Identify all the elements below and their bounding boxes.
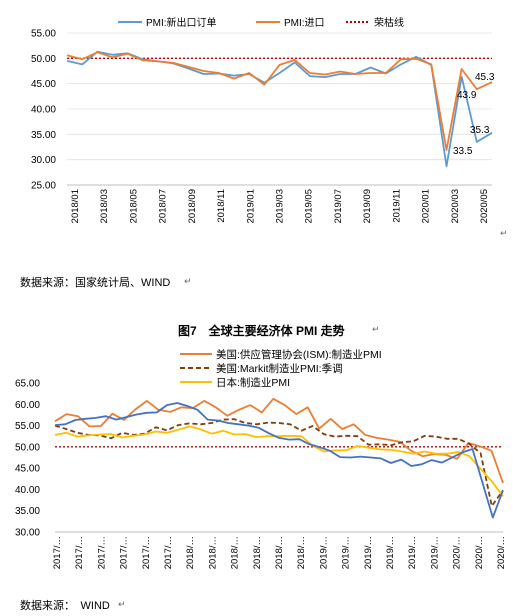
y-tick-label: 40.00 [31, 105, 56, 116]
x-tick-label: 2018/01 [70, 189, 81, 223]
x-tick-label: 2019/… [363, 536, 374, 569]
x-tick-label: 2019/09 [362, 189, 373, 223]
x-tick-label: 2018/… [185, 536, 196, 569]
x-tick-label: 2018/03 [99, 189, 110, 223]
series-line-1 [66, 51, 493, 151]
legend-label-export-orders: PMI:新出口订单 [146, 16, 217, 29]
x-tick-label: 2020/… [496, 536, 507, 569]
x-tick-label: 2020/05 [479, 189, 490, 223]
chart2-title-return-mark: ↵ [372, 324, 380, 334]
x-tick-label: 2019/… [407, 536, 418, 569]
y-tick-label: 30.00 [15, 528, 40, 539]
chart-2: 美国:供应管理协会(ISM):制造业PMI 美国:Markit制造业PMI:季调… [15, 348, 507, 569]
x-tick-label: 2020/… [474, 536, 485, 569]
chart2-source-return-mark: ↵ [118, 599, 126, 609]
x-tick-label: 2019/… [429, 536, 440, 569]
legend-label-ism: 美国:供应管理协会(ISM):制造业PMI [216, 348, 382, 361]
chart2-legend: 美国:供应管理协会(ISM):制造业PMI 美国:Markit制造业PMI:季调… [180, 348, 382, 389]
y-tick-label: 60.00 [15, 400, 40, 411]
legend-label-imports: PMI:进口 [284, 17, 325, 29]
x-tick-label: 2020/03 [450, 189, 461, 223]
x-tick-label: 2018/… [296, 536, 307, 569]
x-tick-label: 2020/… [452, 536, 463, 569]
y-tick-label: 35.00 [31, 130, 56, 141]
x-tick-label: 2017/… [52, 536, 63, 569]
x-tick-label: 2017/… [141, 536, 152, 569]
y-tick-label: 50.00 [31, 54, 56, 65]
x-tick-label: 2019/… [341, 536, 352, 569]
chart1-series [66, 50, 493, 168]
chart2-title: 图7 全球主要经济体 PMI 走势 [178, 324, 345, 338]
chart-1: PMI:新出口订单 PMI:进口 荣枯线 55.00 50.00 45.00 40.0… [31, 16, 508, 238]
series-line-2 [54, 425, 504, 497]
x-tick-label: 2018/09 [187, 189, 198, 223]
series-line-3 [54, 402, 504, 519]
chart2-x-axis: 2017/… 2017/… 2017/… 2017/… 2017/… 2017/… 2018… [52, 531, 507, 569]
legend-label-japan: 日本:制造业PMI [216, 376, 290, 389]
y-tick-label: 40.00 [15, 485, 40, 496]
annotation-export-may: 35.3 [470, 125, 490, 136]
x-tick-label: 2020/01 [421, 189, 432, 223]
chart1-y-axis: 55.00 50.00 45.00 40.00 35.00 30.00 25.00 [31, 29, 56, 192]
x-tick-label: 2018/05 [128, 189, 139, 223]
y-tick-label: 65.00 [15, 379, 40, 390]
x-tick-label: 2018/… [252, 536, 263, 569]
chart1-source-note: 数据来源：国家统计局、WIND [20, 277, 171, 289]
x-tick-label: 2019/07 [333, 189, 344, 223]
x-tick-label: 2017/… [119, 536, 130, 569]
x-tick-label: 2019/11 [391, 189, 402, 223]
x-tick-label: 2017/… [74, 536, 85, 569]
x-tick-label: 2017/… [96, 536, 107, 569]
x-tick-label: 2019/01 [245, 189, 256, 223]
x-tick-label: 2018/11 [216, 189, 227, 223]
x-tick-label: 2019/… [318, 536, 329, 569]
y-tick-label: 35.00 [15, 506, 40, 517]
series-line-1 [54, 418, 504, 507]
chart2-y-axis: 65.00 60.00 55.00 50.00 45.00 40.00 35.00 30.00 [15, 379, 40, 539]
annotation-export-apr: 33.5 [453, 146, 473, 157]
chart1-legend: PMI:新出口订单 PMI:进口 荣枯线 [118, 16, 404, 29]
x-tick-label: 2018/… [230, 536, 241, 569]
chart2-source-note: 数据来源： WIND [20, 600, 110, 612]
chart1-annotations: 45.3 43.9 35.3 33.5 [453, 72, 495, 157]
y-tick-label: 55.00 [31, 29, 56, 40]
y-tick-label: 25.00 [31, 181, 56, 192]
legend-label-threshold: 荣枯线 [374, 16, 404, 29]
return-mark: ↵ [500, 228, 508, 238]
y-tick-label: 50.00 [15, 442, 40, 453]
chart1-source-return-mark: ↵ [184, 276, 192, 286]
annotation-import-may: 45.3 [475, 72, 495, 83]
y-tick-label: 30.00 [31, 155, 56, 166]
x-tick-label: 2017/… [163, 536, 174, 569]
x-tick-label: 2018/… [274, 536, 285, 569]
y-tick-label: 45.00 [31, 79, 56, 90]
chart2-series [54, 397, 504, 519]
series-line-0 [54, 397, 504, 484]
y-tick-label: 55.00 [15, 421, 40, 432]
chart1-gridlines [67, 32, 492, 161]
x-tick-label: 2019/03 [275, 189, 286, 223]
chart1-x-axis: 2018/01 2018/03 2018/05 2018/07 2018/09 2018/… [67, 184, 492, 223]
x-tick-label: 2019/05 [304, 189, 315, 223]
legend-label-markit: 美国:Markit制造业PMI:季调 [216, 362, 343, 375]
annotation-import-apr: 43.9 [457, 90, 477, 101]
x-tick-label: 2018/… [207, 536, 218, 569]
x-tick-label: 2019/… [385, 536, 396, 569]
y-tick-label: 45.00 [15, 464, 40, 475]
x-tick-label: 2018/07 [158, 189, 169, 223]
